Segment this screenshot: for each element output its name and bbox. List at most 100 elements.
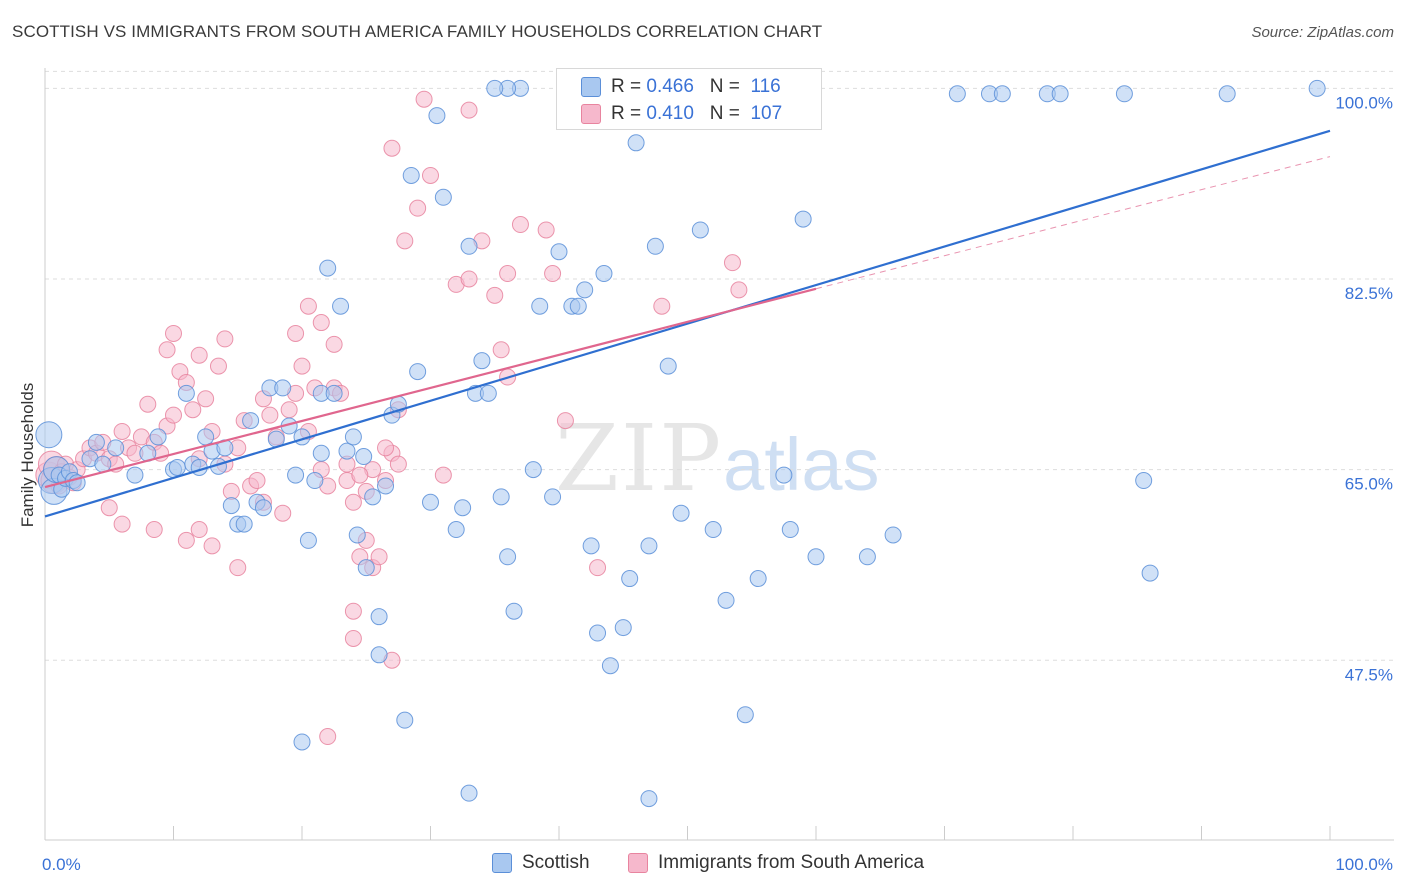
legend-item-immigrants[interactable]: Immigrants from South America: [628, 852, 924, 874]
scottish-point: [344, 428, 362, 446]
scottish-point: [473, 352, 491, 370]
immigrants-point: [113, 422, 131, 440]
immigrants-point: [460, 270, 478, 288]
legend-swatch-scottish: [492, 853, 512, 873]
scottish-point: [454, 499, 472, 517]
immigrants-point: [190, 346, 208, 364]
immigrants-point: [274, 504, 292, 522]
scottish-point: [524, 461, 542, 479]
scottish-point: [235, 515, 253, 533]
scottish-point: [168, 458, 186, 476]
scottish-point: [274, 379, 292, 397]
scottish-point: [287, 466, 305, 484]
y-tick-label: 65.0%: [1345, 475, 1393, 494]
scottish-point: [422, 493, 439, 511]
scottish-point: [107, 439, 125, 457]
immigrants-point: [299, 297, 317, 315]
grid-layer: [45, 70, 1394, 661]
x-tick-label-max: 100.0%: [1335, 855, 1393, 874]
scottish-point: [691, 221, 709, 239]
immigrants-point: [165, 324, 182, 342]
scottish-point: [177, 384, 195, 402]
scottish-point: [1141, 564, 1159, 582]
scottish-point: [505, 602, 523, 620]
y-tick-label: 47.5%: [1345, 665, 1393, 684]
immigrants-point: [203, 537, 221, 555]
legend-item-scottish[interactable]: Scottish: [492, 852, 590, 874]
immigrants-point: [293, 357, 311, 375]
immigrants-n-value: 107: [750, 103, 783, 124]
trend-layer: [44, 129, 1331, 518]
scottish-point: [781, 521, 799, 539]
scottish-point: [1135, 472, 1153, 490]
scottish-point: [197, 428, 215, 446]
immigrants-point: [460, 101, 478, 119]
scottish-point: [357, 559, 375, 577]
stats-legend: R = 0.466 N = 116 R = 0.410 N = 107: [556, 68, 822, 130]
scottish-point: [479, 384, 497, 402]
scottish-point: [749, 570, 767, 588]
tick-label-layer: 47.5% 65.0% 82.5% 100.0% 0.0% 100.0%: [42, 93, 1393, 874]
immigrants-point: [344, 629, 362, 647]
immigrants-point: [216, 330, 234, 348]
scottish-point: [396, 711, 414, 729]
scottish-point: [319, 259, 337, 277]
immigrants-point: [319, 728, 337, 746]
source-label: Source: ZipAtlas.com: [1251, 24, 1394, 41]
scottish-point: [492, 488, 510, 506]
scottish-point: [486, 79, 504, 97]
immigrants-point: [222, 482, 240, 500]
scottish-point: [736, 706, 754, 724]
immigrants-n-label: N =: [709, 103, 740, 124]
watermark: ZIPatlas: [555, 405, 879, 512]
scottish-point: [640, 537, 658, 555]
scottish-r-label: R =: [611, 76, 642, 97]
scottish-point: [659, 357, 677, 375]
scottish-point: [672, 504, 690, 522]
immigrants-point: [383, 139, 401, 157]
immigrants-point: [287, 324, 305, 342]
immigrants-r-value: 0.410: [646, 103, 694, 124]
immigrants-r-label: R =: [611, 103, 642, 124]
immigrants-point: [486, 286, 504, 304]
immigrants-trend-extension: [815, 156, 1331, 290]
scottish-point: [775, 466, 793, 484]
scottish-n-label: N =: [709, 76, 740, 97]
immigrants-point: [434, 466, 452, 484]
scottish-point: [807, 548, 825, 566]
immigrants-point: [544, 265, 562, 283]
immigrants-point: [190, 521, 208, 539]
immigrants-point: [396, 232, 414, 250]
immigrants-point: [145, 521, 163, 539]
immigrants-point: [589, 559, 607, 577]
scottish-point: [884, 526, 902, 544]
scottish-point: [222, 497, 240, 515]
scottish-point: [306, 472, 324, 490]
chart-title: SCOTTISH VS IMMIGRANTS FROM SOUTH AMERIC…: [12, 22, 823, 41]
scottish-point: [621, 570, 639, 588]
scottish-point: [544, 488, 562, 506]
scottish-point: [499, 548, 517, 566]
scottish-point: [348, 526, 366, 544]
immigrants-point: [370, 548, 388, 566]
immigrants-point: [344, 493, 362, 511]
scottish-point: [370, 646, 388, 664]
immigrants-trend-line: [44, 287, 817, 489]
scottish-point: [858, 548, 876, 566]
scottish-point: [87, 433, 105, 451]
legend-label-immigrants: Immigrants from South America: [658, 852, 925, 873]
immigrants-point: [139, 395, 157, 413]
immigrants-point: [409, 199, 427, 217]
scottish-point: [355, 448, 373, 466]
y-tick-label: 82.5%: [1345, 284, 1393, 303]
immigrants-point: [261, 406, 279, 424]
scottish-point: [589, 624, 607, 642]
stats-row-immigrants: R = 0.410 N = 107: [581, 101, 782, 127]
scottish-swatch: [581, 77, 601, 97]
immigrants-point: [422, 166, 439, 184]
scottish-point: [948, 85, 966, 103]
immigrants-point: [158, 341, 176, 359]
immigrants-point: [325, 335, 343, 353]
scottish-point: [377, 477, 395, 495]
